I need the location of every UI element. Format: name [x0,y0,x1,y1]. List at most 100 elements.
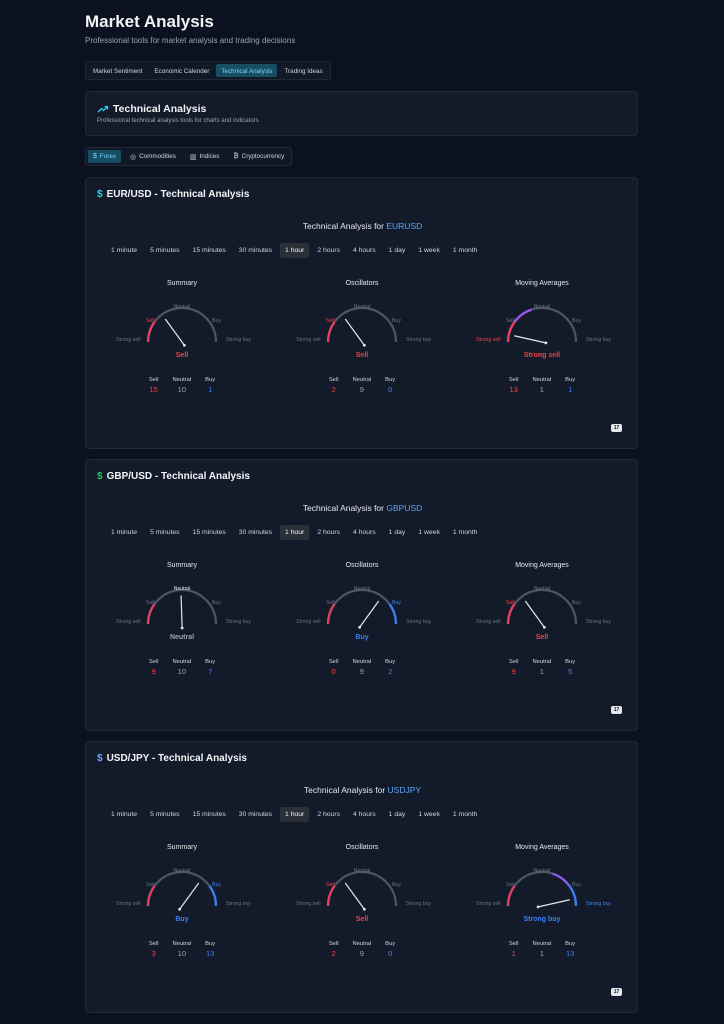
gauge-sell-segment [506,603,516,625]
tab-commodities[interactable]: ◎ Commodities [125,150,181,163]
interval-15-minutes[interactable]: 15 minutes [192,811,226,818]
bitcoin-icon: ₿ [233,153,239,160]
interval-5-minutes[interactable]: 5 minutes [150,529,180,536]
gauge-oscillators: Oscillators Strong sell Sell Neutral Buy Stro… [282,278,442,403]
gauge-needle [180,595,183,629]
count-buy-label: Buy [565,377,576,383]
interval-5-minutes[interactable]: 5 minutes [150,811,180,818]
interval-1-day[interactable]: 1 day [388,247,406,254]
count-buy-label: Buy [385,377,396,383]
strong-buy-label: Strong buy [226,901,251,907]
count-buy-label: Buy [565,941,576,947]
interval-1-month[interactable]: 1 month [452,529,478,536]
count-neutral-value: 10 [177,667,186,676]
count-buy-value: 7 [208,667,213,676]
strong-buy-label: Strong buy [586,901,611,907]
count-buy: Buy 2 [385,659,395,676]
gauge-sell-segment [513,308,532,323]
count-neutral: Neutral 10 [172,377,191,394]
analysis-prefix: Technical Analysis for [302,503,387,513]
interval-1-hour[interactable]: 1 hour [280,243,310,258]
interval-2-hours[interactable]: 2 hours [317,529,340,536]
tab-cryptocurrency[interactable]: ₿ Cryptocurrency [228,150,289,163]
interval-1-minute[interactable]: 1 minute [111,247,138,254]
tab-trading-ideas[interactable]: Trading Ideas [284,68,323,75]
count-sell: Sell 9 [509,659,519,676]
strong-buy-label: Strong buy [586,337,611,343]
analysis-heading: Technical Analysis for EURUSD [86,221,639,231]
sell-label: Sell [506,882,515,888]
tab-economic-calendar[interactable]: Economic Calender [154,68,210,75]
gauge-rating: Sell [356,916,369,923]
tab-technical-analysis[interactable]: Technical Analysis [216,64,278,77]
count-sell-label: Sell [148,659,159,665]
gauge-counts: Sell 9 Neutral 1 Buy 5 [462,659,622,676]
interval-1-hour[interactable]: 1 hour [280,525,310,540]
interval-2-hours[interactable]: 2 hours [317,811,340,818]
interval-1-hour[interactable]: 1 hour [280,807,310,822]
gauge-sell-segment [146,603,156,625]
count-buy-value: 0 [388,385,393,394]
neutral-label: Neutral [354,586,371,592]
gauge-dial: Strong sell Sell Neutral Buy Strong buy Buy [296,586,431,641]
interval-30-minutes[interactable]: 30 minutes [238,811,273,818]
interval-2-hours[interactable]: 2 hours [317,247,340,254]
interval-15-minutes[interactable]: 15 minutes [192,247,226,254]
count-buy-value: 2 [388,667,393,676]
count-sell-value: 9 [151,667,156,676]
gauge-dial: Strong sell Sell Neutral Buy Strong buy Stron… [476,868,611,923]
dollar-icon: $ [93,153,97,160]
interval-1-week[interactable]: 1 week [418,811,440,818]
tab-forex[interactable]: $ Forex [88,150,122,163]
interval-4-hours[interactable]: 4 hours [353,529,376,536]
gauge-sell-segment [326,321,336,343]
interval-1-week[interactable]: 1 week [418,247,440,254]
interval-4-hours[interactable]: 4 hours [353,811,376,818]
interval-1-day[interactable]: 1 day [388,529,406,536]
gauge-label: Moving Averages [515,844,569,851]
interval-1-month[interactable]: 1 month [452,247,478,254]
gauge-dial: Strong sell Sell Neutral Buy Strong buy Sell [296,868,431,923]
analysis-heading: Technical Analysis for USDJPY [86,785,639,795]
tradingview-logo-icon[interactable]: 17 [611,988,622,996]
interval-15-minutes[interactable]: 15 minutes [192,529,226,536]
page-title: Market Analysis [85,12,214,31]
gauge-dial: Strong sell Sell Neutral Buy Strong buy Neutr… [116,586,251,641]
neutral-label: Neutral [534,868,551,874]
ta-header-subtitle: Professional technical analysis tools fo… [97,118,259,124]
count-sell-value: 0 [331,667,336,676]
count-sell: Sell 0 [329,659,339,676]
count-sell-label: Sell [508,659,519,665]
interval-1-month[interactable]: 1 month [452,811,478,818]
interval-1-week[interactable]: 1 week [418,529,440,536]
gauge-dial: Strong sell Sell Neutral Buy Strong buy Sell [296,304,431,359]
interval-1-day[interactable]: 1 day [388,811,406,818]
interval-1-minute[interactable]: 1 minute [111,529,138,536]
interval-1-minute[interactable]: 1 minute [111,811,138,818]
count-sell-label: Sell [328,377,339,383]
tab-indices[interactable]: ▥ Indices [185,150,225,163]
coins-icon: ◎ [130,153,137,161]
count-neutral: Neutral 1 [532,941,551,958]
interval-4-hours[interactable]: 4 hours [353,247,376,254]
gauge-moving-averages: Moving Averages Strong sell Sell Neutral Buy… [462,842,622,967]
gauge-label: Oscillators [345,562,379,569]
count-sell: Sell 3 [149,941,159,958]
sell-label: Sell [146,882,155,888]
interval-30-minutes[interactable]: 30 minutes [238,529,273,536]
tradingview-logo-icon[interactable]: 17 [611,424,622,432]
gauge-needle [359,600,380,628]
count-neutral-label: Neutral [532,941,552,947]
gauge-needle [179,882,200,910]
count-sell: Sell 13 [509,377,519,394]
neutral-label: Neutral [174,586,191,592]
tradingview-logo-icon[interactable]: 17 [611,706,622,714]
tab-market-sentiment[interactable]: Market Sentiment [93,68,143,75]
strong-buy-label: Strong buy [406,337,431,343]
count-buy-value: 5 [568,667,573,676]
ta-header-title-text: Technical Analysis [113,103,207,115]
neutral-label: Neutral [534,304,551,310]
interval-5-minutes[interactable]: 5 minutes [150,247,180,254]
count-buy-label: Buy [385,659,396,665]
interval-30-minutes[interactable]: 30 minutes [238,247,273,254]
